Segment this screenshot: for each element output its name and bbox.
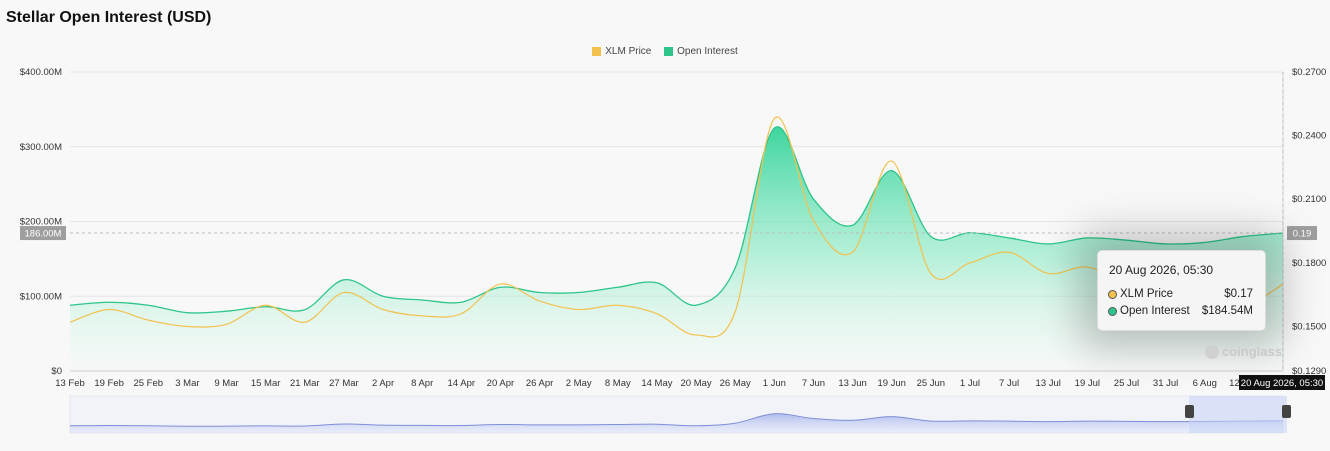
- tooltip-value-xlm-price: $0.17: [1224, 288, 1253, 300]
- tooltip-dot-open-interest: [1108, 306, 1117, 316]
- legend-swatch-open-interest: [664, 47, 674, 56]
- tooltip-label-open-interest: Open Interest: [1120, 305, 1190, 317]
- open-interest-area: [70, 126, 1283, 371]
- legend-item-open-interest[interactable]: Open Interest: [664, 46, 738, 57]
- crosshair-date-badge: [1239, 375, 1325, 390]
- y-right-tick-label: $0.2700: [1292, 67, 1326, 78]
- y-right-tick-label: $0.2400: [1292, 131, 1326, 142]
- x-tick-label: 13 Feb: [55, 378, 85, 389]
- navigator-selection: [1189, 396, 1287, 433]
- x-tick-label: 13 Jul: [1036, 378, 1061, 389]
- x-tick-label: 31 Jul: [1153, 378, 1178, 389]
- legend-swatch-xlm-price: [592, 47, 602, 56]
- x-tick-label: 15 Mar: [251, 378, 281, 389]
- x-tick-label: 1 Jun: [763, 378, 786, 389]
- coinglass-logo-icon: [1205, 344, 1219, 359]
- x-tick-label: 6 Aug: [1193, 378, 1217, 389]
- y-axis-left: $0 $100.00M $200.00M $300.00M $400.00M: [20, 67, 62, 377]
- xlm-price-line: [69, 116, 1284, 338]
- y-right-tick-label: $0.1290: [1292, 366, 1326, 377]
- x-tick-label: 25 Jul: [1114, 378, 1139, 389]
- x-tick-label: 2 Apr: [372, 378, 394, 389]
- navigator-area: [70, 413, 1283, 433]
- x-tick-label: 26 Apr: [526, 378, 553, 389]
- coinglass-watermark: coinglass: [1205, 344, 1282, 359]
- crosshair: 186.00M 0.19 20 Aug 2026, 05:30: [20, 72, 1325, 390]
- x-axis: 13 Feb 19 Feb 25 Feb 3 Mar 9 Mar 15 Mar 21 Mar…: [55, 378, 1258, 389]
- y-left-tick-label: $0: [51, 366, 62, 377]
- legend-label-xlm-price: XLM Price: [605, 46, 652, 57]
- x-tick-label: 27 Mar: [329, 378, 359, 389]
- legend-label-open-interest: Open Interest: [677, 46, 738, 57]
- range-navigator[interactable]: [69, 395, 1291, 434]
- chart-tooltip: 20 Aug 2026, 05:30 XLM Price $0.17 Open …: [1097, 250, 1266, 331]
- series-areas: [69, 116, 1284, 371]
- tooltip-row-xlm-price: XLM Price $0.17: [1108, 288, 1253, 300]
- crosshair-left-badge: [20, 226, 66, 241]
- x-tick-label: 8 May: [605, 378, 631, 389]
- y-axis-right: $0.1290 $0.1500 $0.1800 $0.2100 $0.2400 $0.27…: [1292, 67, 1326, 377]
- x-tick-label: 19 Feb: [94, 378, 124, 389]
- x-tick-label: 3 Mar: [175, 378, 199, 389]
- y-right-tick-label: $0.2100: [1292, 194, 1326, 205]
- y-left-tick-label: $400.00M: [20, 67, 62, 78]
- x-tick-label: 14 May: [641, 378, 672, 389]
- x-tick-label: 19 Jun: [877, 378, 906, 389]
- x-tick-label: 19 Jul: [1075, 378, 1100, 389]
- x-tick-label: 2 May: [566, 378, 592, 389]
- open-interest-line: [69, 126, 1284, 314]
- x-tick-label: 25 Jun: [917, 378, 946, 389]
- x-tick-label: 7 Jun: [802, 378, 825, 389]
- tooltip-label-xlm-price: XLM Price: [1120, 288, 1174, 300]
- x-tick-label: 21 Mar: [290, 378, 320, 389]
- y-right-tick-label: $0.1800: [1292, 258, 1326, 269]
- navigator-right-handle: [1282, 405, 1291, 418]
- navigator-left-handle: [1185, 405, 1194, 418]
- watermark-text: coinglass: [1222, 344, 1282, 359]
- tooltip-row-open-interest: Open Interest $184.54M: [1108, 305, 1253, 317]
- x-tick-label: 26 May: [720, 378, 751, 389]
- chart-title: Stellar Open Interest (USD): [6, 9, 212, 26]
- x-tick-label: 20 Apr: [487, 378, 514, 389]
- y-left-tick-label: $100.00M: [20, 291, 62, 302]
- x-tick-label: 13 Jun: [838, 378, 867, 389]
- crosshair-date-label: 20 Aug 2026, 05:30: [1241, 378, 1323, 389]
- x-tick-label: 14 Apr: [448, 378, 475, 389]
- x-tick-label: 25 Feb: [133, 378, 163, 389]
- tooltip-value-open-interest: $184.54M: [1201, 305, 1253, 317]
- tooltip-date: 20 Aug 2026, 05:30: [1109, 263, 1214, 277]
- x-tick-label: 8 Apr: [411, 378, 433, 389]
- y-left-tick-label: $300.00M: [20, 142, 62, 153]
- navigator-line: [69, 413, 1284, 427]
- tooltip-dot-xlm-price: [1108, 289, 1117, 299]
- crosshair-right-badge: [1287, 226, 1317, 241]
- chart-legend: XLM Price Open Interest: [0, 46, 1330, 59]
- y-left-tick-label: $200.00M: [20, 217, 62, 228]
- crosshair-left-label: 186.00M: [25, 229, 62, 240]
- x-tick-label: 20 May: [680, 378, 711, 389]
- y-right-tick-label: $0.1500: [1292, 321, 1326, 332]
- legend-item-xlm-price[interactable]: XLM Price: [592, 46, 651, 57]
- x-tick-label: 1 Jul: [960, 378, 980, 389]
- x-tick-label: 9 Mar: [214, 378, 238, 389]
- x-tick-label: 7 Jul: [999, 378, 1019, 389]
- crosshair-right-label: 0.19: [1293, 229, 1312, 240]
